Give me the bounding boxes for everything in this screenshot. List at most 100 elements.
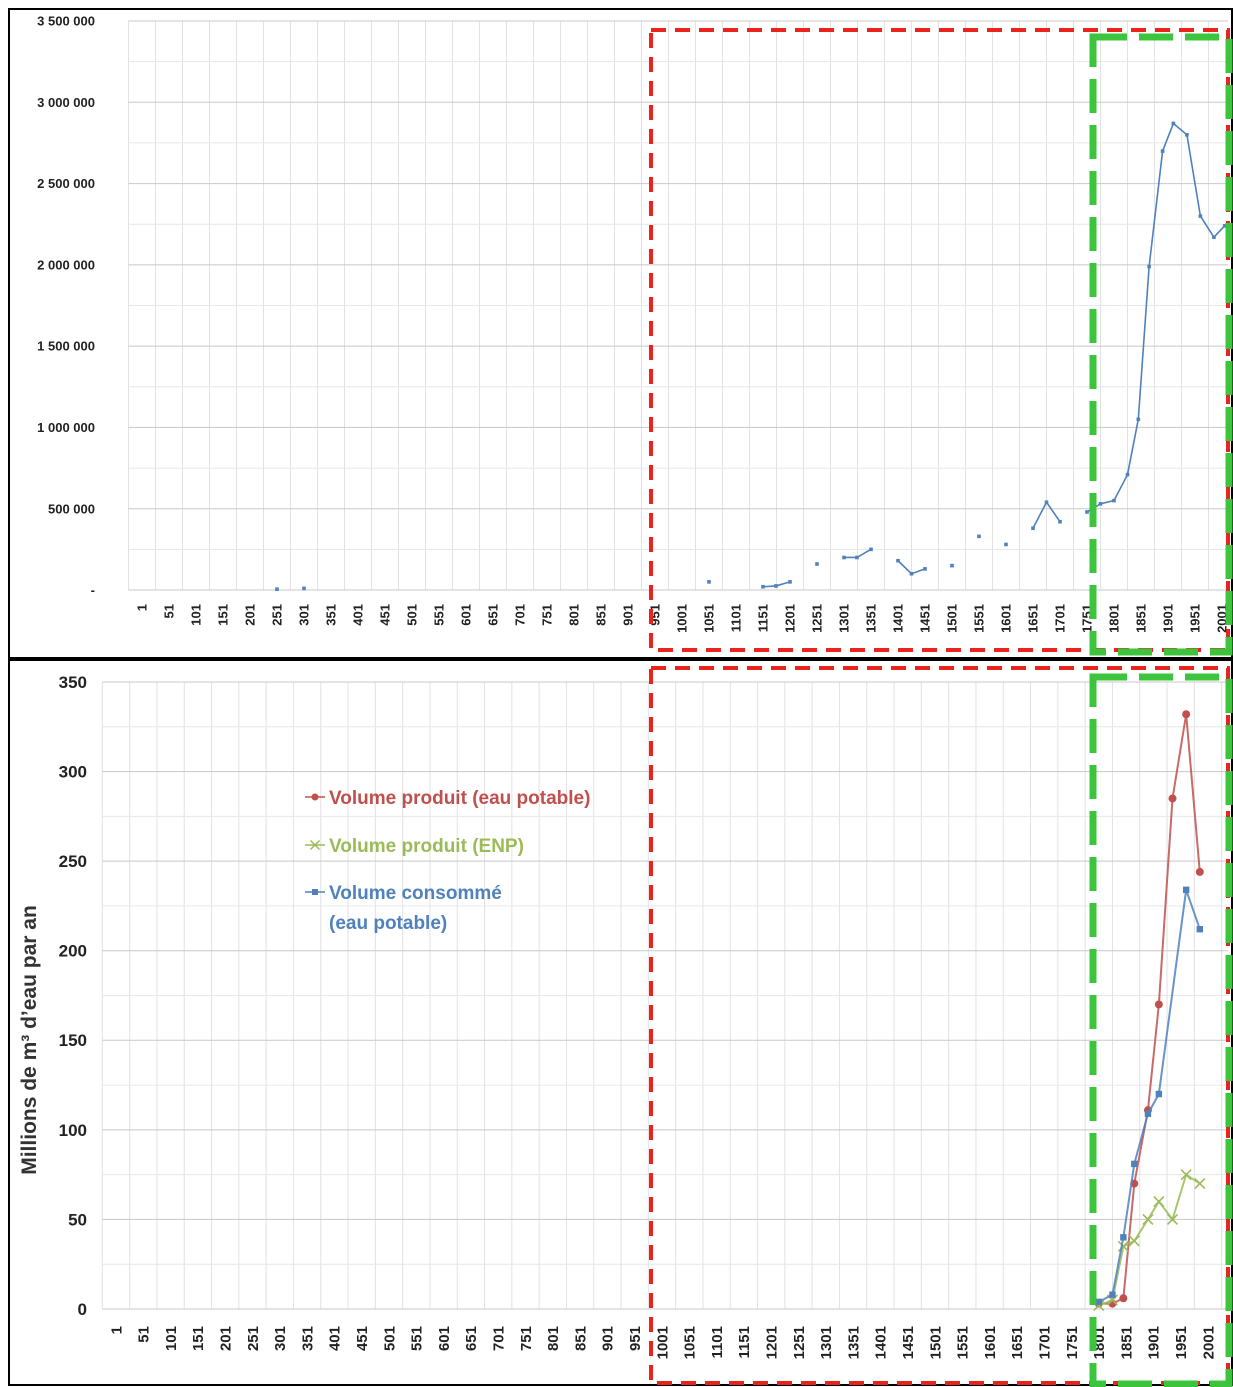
data-point: [869, 547, 873, 552]
x-tick-label: 651: [486, 604, 501, 626]
y-tick-label: 250: [59, 852, 87, 871]
x-tick-label: 1501: [927, 1326, 944, 1359]
y-tick-label: 500 000: [48, 501, 95, 516]
data-point: [815, 562, 819, 566]
y-tick-label: 200: [59, 942, 87, 961]
x-tick-label: 1851: [1118, 1326, 1135, 1359]
svg-text:(eau potable): (eau potable): [329, 913, 447, 934]
data-point-x: [1142, 1213, 1154, 1225]
x-tick-label: 401: [327, 1326, 344, 1351]
svg-text:Volume consommé: Volume consommé: [329, 883, 502, 904]
data-point-x: [1153, 1195, 1165, 1208]
y-tick-label: -: [91, 583, 95, 598]
svg-text:Volume produit (ENP): Volume produit (ENP): [329, 836, 524, 857]
chart-legend: Volume produit (eau potable) Volume prod…: [305, 788, 590, 934]
data-point: [1044, 500, 1049, 505]
legend-marker-square: [312, 889, 318, 895]
legend-item-volume-produit-enp: Volume produit (ENP): [305, 836, 524, 857]
data-point: [1160, 149, 1165, 153]
x-tick-label: 301: [297, 604, 312, 626]
data-point: [855, 555, 859, 560]
x-tick-label: 1201: [783, 604, 798, 633]
data-point: [1212, 235, 1216, 240]
series-line: [1098, 889, 1201, 1303]
x-tick-label: 1401: [891, 604, 906, 633]
y-tick-label: 0: [78, 1300, 87, 1319]
series-line: [1086, 122, 1226, 513]
bottom-chart-grid: [101, 681, 1228, 1310]
data-point-x: [1180, 1169, 1192, 1181]
data-point-circle: [1195, 867, 1204, 876]
x-tick-label: 501: [405, 604, 420, 626]
data-point: [707, 580, 711, 584]
top-chart-x-ticks: 1 51 101 151 201 251 301 351 401 451 501 551 601 651 7…: [135, 604, 1230, 633]
data-point-square: [1144, 1110, 1152, 1117]
x-tick-label: 1701: [1036, 1326, 1053, 1359]
data-point-square: [1182, 886, 1190, 894]
x-tick-label: 1401: [873, 1326, 890, 1359]
data-point: [923, 567, 927, 571]
data-point: [1085, 510, 1089, 514]
x-tick-label: 751: [518, 1326, 535, 1351]
red-highlight-box-top: [649, 28, 1230, 652]
data-point: [1185, 133, 1189, 137]
legend-marker-x: [309, 839, 321, 851]
x-tick-label: 1451: [918, 604, 933, 633]
data-point: [275, 587, 279, 591]
x-tick-label: 551: [409, 1326, 426, 1351]
bottom-chart-x-ticks: 1 51 101 151 201 251 301 351 401 451 501 551 601 651 7…: [108, 1326, 1217, 1359]
data-point-circle: [1168, 794, 1177, 803]
x-tick-label: 1451: [900, 1326, 917, 1359]
data-point: [896, 558, 900, 563]
x-tick-label: 1851: [1134, 604, 1149, 633]
x-tick-label: 51: [162, 604, 177, 618]
x-tick-label: 1501: [945, 604, 960, 633]
y-tick-label: 2 000 000: [37, 257, 95, 272]
x-tick-label: 1101: [729, 604, 744, 632]
data-point: [950, 563, 954, 568]
data-point: [761, 584, 765, 589]
x-tick-label: 601: [436, 1326, 453, 1351]
x-tick-label: 201: [217, 1326, 234, 1351]
x-tick-label: 351: [299, 1326, 316, 1351]
data-point: [1171, 121, 1176, 126]
data-point-square: [1131, 1160, 1138, 1168]
x-tick-label: 501: [381, 1326, 398, 1351]
x-tick-label: 1751: [1064, 1326, 1081, 1359]
x-tick-label: 801: [567, 604, 582, 626]
x-tick-label: 451: [354, 1326, 371, 1351]
data-point-square: [1109, 1291, 1116, 1298]
x-tick-label: 301: [272, 1326, 289, 1351]
x-tick-label: 351: [324, 604, 339, 626]
bottom-chart-series: [1093, 710, 1206, 1311]
x-tick-label: 1601: [999, 604, 1014, 633]
x-tick-label: 1651: [1026, 604, 1041, 633]
x-tick-label: 251: [245, 1326, 262, 1351]
x-tick-label: 601: [459, 604, 474, 626]
x-tick-label: 1351: [845, 1326, 862, 1359]
y-tick-label: 350: [59, 673, 87, 692]
legend-item-volume-produit-eau-potable: Volume produit (eau potable): [305, 788, 590, 809]
x-tick-label: 1001: [675, 604, 690, 633]
y-tick-label: 300: [59, 763, 87, 782]
data-point: [1222, 224, 1227, 228]
data-point: [1112, 498, 1116, 503]
top-chart: 3 500 000 3 000 000 2 500 000 2 000 000 1 50…: [37, 14, 1230, 633]
x-tick-label: 1051: [702, 604, 717, 633]
top-chart-grid: [128, 20, 1228, 591]
x-tick-label: 1251: [810, 604, 825, 633]
data-point-square: [1095, 1298, 1102, 1306]
legend-marker-circle: [311, 793, 319, 801]
x-tick-label: 951: [627, 1326, 644, 1351]
x-tick-label: 2001: [1200, 1326, 1217, 1359]
data-point-circle: [1119, 1294, 1128, 1303]
data-point: [1004, 542, 1008, 547]
x-tick-label: 251: [270, 604, 285, 626]
x-tick-label: 401: [351, 604, 366, 626]
red-highlight-box-bottom: [649, 666, 1230, 1385]
x-tick-label: 201: [243, 604, 258, 626]
x-tick-label: 1251: [791, 1326, 808, 1359]
x-tick-label: 151: [190, 1326, 207, 1351]
